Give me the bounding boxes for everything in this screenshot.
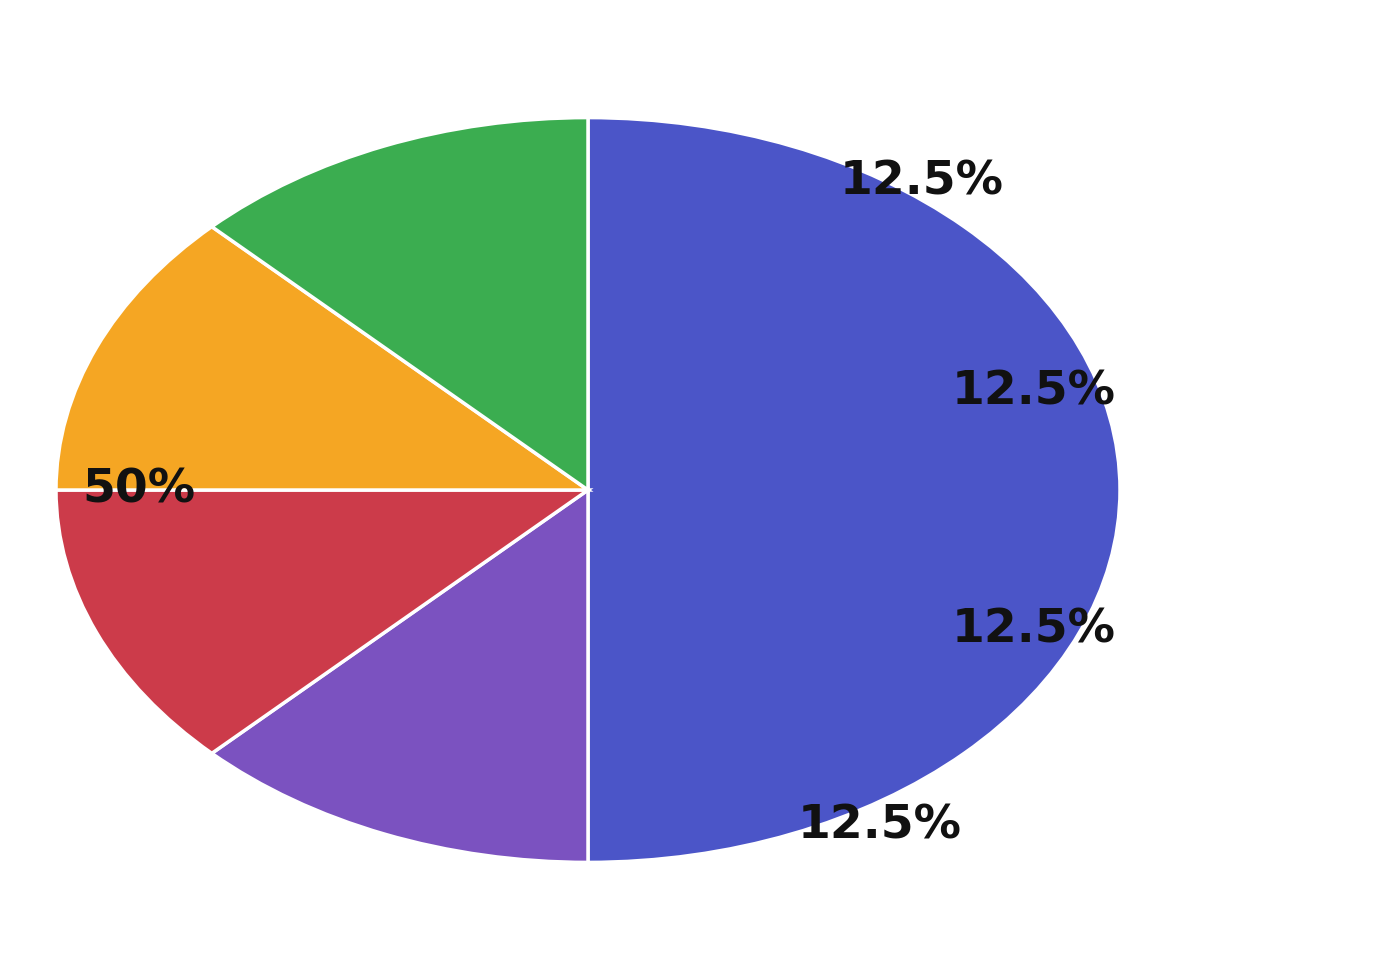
Text: 12.5%: 12.5%: [798, 804, 962, 849]
Text: 12.5%: 12.5%: [952, 369, 1116, 415]
Wedge shape: [211, 118, 588, 490]
Wedge shape: [211, 490, 588, 862]
Wedge shape: [588, 118, 1120, 862]
Text: 12.5%: 12.5%: [952, 608, 1116, 653]
Text: 12.5%: 12.5%: [840, 160, 1004, 205]
Text: 50%: 50%: [83, 467, 196, 513]
Wedge shape: [56, 226, 588, 490]
Wedge shape: [56, 490, 588, 754]
